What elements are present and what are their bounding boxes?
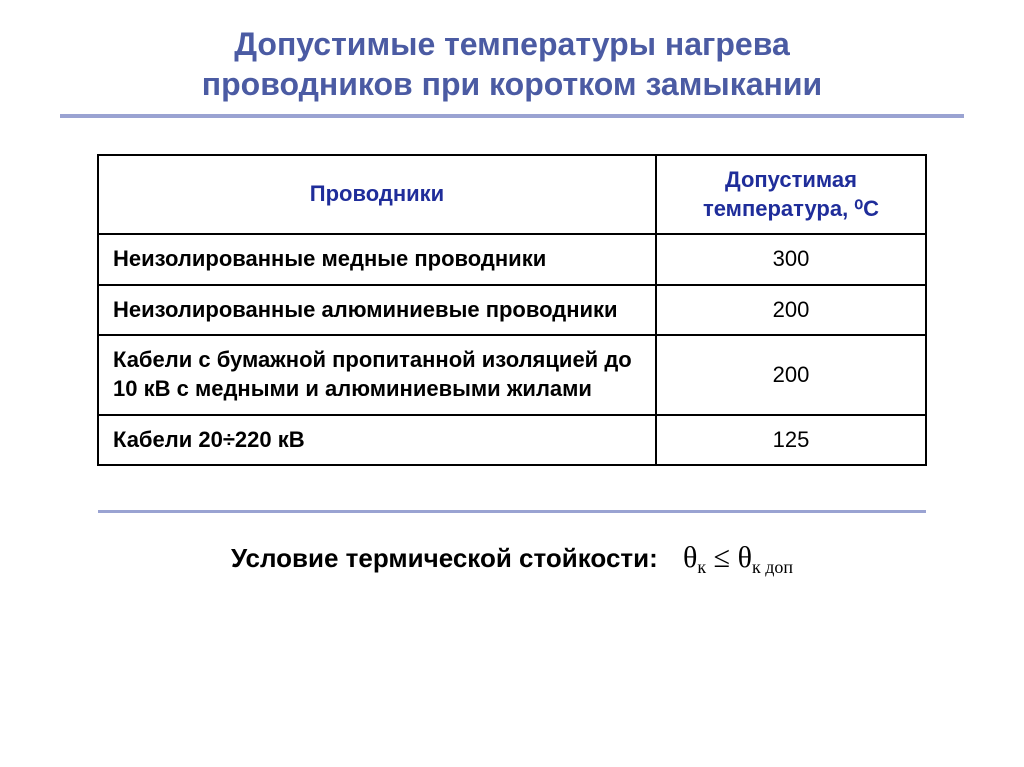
temperature-table: Проводники Допустимая температура, ⁰С Не… — [97, 154, 927, 466]
divider-bottom — [98, 510, 926, 513]
cell-conductor-name: Кабели 20÷220 кВ — [98, 415, 656, 466]
col-header-temp-line2: температура, ⁰С — [703, 196, 879, 221]
table-row: Кабели с бумажной пропитанной изоляцией … — [98, 335, 926, 414]
slide: Допустимые температуры нагрева проводник… — [0, 0, 1024, 767]
table-row: Неизолированные медные проводники 300 — [98, 234, 926, 285]
theta-symbol-1: θ — [683, 541, 697, 574]
theta-symbol-2: θ — [738, 541, 752, 574]
theta-sub-1: к — [697, 557, 706, 577]
cell-temperature: 200 — [656, 335, 926, 414]
cell-temperature: 300 — [656, 234, 926, 285]
table-row: Кабели 20÷220 кВ 125 — [98, 415, 926, 466]
theta-sub-2: к доп — [752, 557, 793, 577]
table-header-row: Проводники Допустимая температура, ⁰С — [98, 155, 926, 234]
col-header-temperature: Допустимая температура, ⁰С — [656, 155, 926, 234]
col-header-temp-line1: Допустимая — [725, 167, 857, 192]
cell-conductor-name: Неизолированные медные проводники — [98, 234, 656, 285]
title-line2: проводников при коротком замыкании — [202, 66, 822, 102]
condition-formula: θк ≤ θк доп — [683, 541, 793, 574]
slide-title: Допустимые температуры нагрева проводник… — [60, 24, 964, 104]
table-row: Неизолированные алюминиевые проводники 2… — [98, 285, 926, 336]
leq-symbol: ≤ — [714, 541, 730, 574]
cell-temperature: 200 — [656, 285, 926, 336]
cell-conductor-name: Неизолированные алюминиевые проводники — [98, 285, 656, 336]
cell-conductor-name: Кабели с бумажной пропитанной изоляцией … — [98, 335, 656, 414]
condition-label: Условие термической стойкости: — [231, 543, 658, 573]
thermal-condition: Условие термической стойкости: θк ≤ θк д… — [60, 541, 964, 575]
title-line1: Допустимые температуры нагрева — [234, 26, 790, 62]
cell-temperature: 125 — [656, 415, 926, 466]
divider-top — [60, 114, 964, 118]
col-header-conductors: Проводники — [98, 155, 656, 234]
